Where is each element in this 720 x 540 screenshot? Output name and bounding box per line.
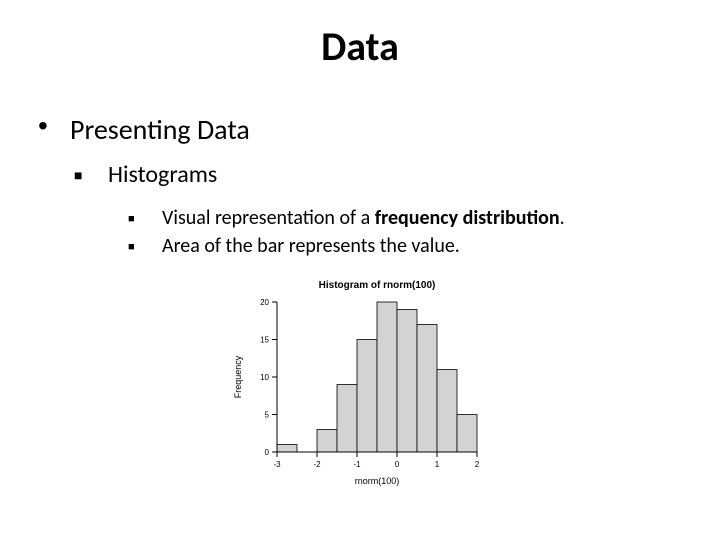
svg-text:15: 15 [260, 336, 269, 345]
histogram-svg: -3-2-101205101520Histogram of rnorm(100)… [225, 274, 495, 494]
svg-text:20: 20 [260, 298, 269, 307]
svg-text:0: 0 [395, 460, 400, 469]
svg-text:2: 2 [475, 460, 480, 469]
bullet-histograms: ■ Histograms [74, 160, 217, 190]
bullet-freq-dist: ■ Visual representation of a frequency d… [128, 206, 565, 232]
svg-text:5: 5 [265, 411, 270, 420]
bullet-presenting-data: • Presenting Data [38, 112, 250, 147]
svg-text:1: 1 [435, 460, 440, 469]
svg-text:-3: -3 [273, 460, 281, 469]
bullet-square-icon: ■ [128, 206, 162, 232]
bullet-text: Visual representation of a frequency dis… [162, 206, 565, 230]
text-bold: frequency distribution [375, 206, 560, 230]
svg-text:-2: -2 [313, 460, 321, 469]
bullet-square-icon: ■ [128, 234, 162, 260]
svg-text:Histogram of rnorm(100): Histogram of rnorm(100) [319, 280, 436, 291]
slide-title: Data [0, 22, 720, 71]
svg-text:rnorm(100): rnorm(100) [355, 476, 400, 486]
text-pre: Visual representation of a [162, 206, 375, 230]
histogram-chart: -3-2-101205101520Histogram of rnorm(100)… [225, 274, 495, 494]
bullet-text: Presenting Data [70, 112, 250, 147]
bullet-square-icon: ■ [74, 160, 108, 190]
svg-text:Frequency: Frequency [233, 355, 243, 398]
bullet-dot-icon: • [38, 112, 70, 140]
text-post: . [560, 206, 565, 230]
bullet-text: Area of the bar represents the value. [162, 234, 460, 258]
slide: Data • Presenting Data ■ Histograms ■ Vi… [0, 0, 720, 540]
bullet-text: Histograms [108, 160, 217, 189]
svg-text:-1: -1 [353, 460, 361, 469]
svg-text:10: 10 [260, 373, 269, 382]
bullet-area: ■ Area of the bar represents the value. [128, 234, 460, 260]
svg-text:0: 0 [265, 448, 270, 457]
